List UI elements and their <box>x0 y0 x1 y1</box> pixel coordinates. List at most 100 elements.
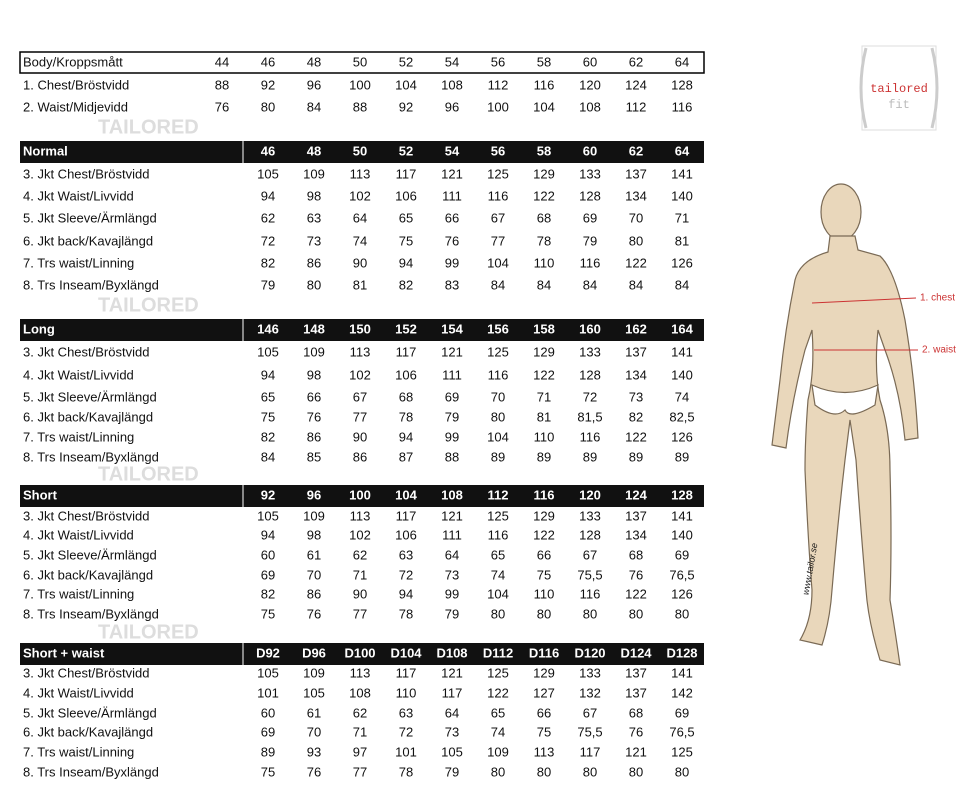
cell: 72 <box>399 724 413 739</box>
column-header: 154 <box>441 321 463 336</box>
body-header-box <box>19 51 705 74</box>
cell: 90 <box>353 429 367 444</box>
cell: 133 <box>579 344 601 359</box>
cell: 108 <box>349 685 371 700</box>
cell: 121 <box>625 744 647 759</box>
column-header: 112 <box>488 487 509 502</box>
cell: 80 <box>537 764 551 779</box>
cell: 112 <box>488 77 509 92</box>
cell: 116 <box>488 188 509 203</box>
cell: 75,5 <box>577 567 602 582</box>
cell: 124 <box>625 77 647 92</box>
column-header: 164 <box>671 321 693 336</box>
cell: 128 <box>671 77 693 92</box>
cell: 75 <box>261 409 275 424</box>
cell: 116 <box>580 586 601 601</box>
column-header: 48 <box>307 143 321 158</box>
cell: 110 <box>534 586 555 601</box>
watermark: TAILORED <box>98 294 199 316</box>
cell: 141 <box>671 166 693 181</box>
cell: 92 <box>261 77 275 92</box>
column-header: 52 <box>399 54 413 69</box>
cell: 140 <box>671 367 693 382</box>
cell: 66 <box>445 210 459 225</box>
cell: 137 <box>625 166 647 181</box>
row-label: 4. Jkt Waist/Livvidd <box>23 527 134 542</box>
column-header: 92 <box>261 487 275 502</box>
row-label: 1. Chest/Bröstvidd <box>23 77 129 92</box>
column-header: 54 <box>445 54 459 69</box>
row-label: 6. Jkt back/Kavajlängd <box>23 724 153 739</box>
row-label: 7. Trs waist/Linning <box>23 586 134 601</box>
column-header: 54 <box>445 143 460 158</box>
cell: 89 <box>583 449 597 464</box>
cell: 79 <box>445 764 459 779</box>
cell: 69 <box>261 724 275 739</box>
cell: 111 <box>442 527 462 542</box>
cell: 86 <box>353 449 367 464</box>
column-header: 60 <box>583 143 597 158</box>
cell: 80 <box>583 606 597 621</box>
row-label: 4. Jkt Waist/Livvidd <box>23 367 134 382</box>
cell: 80 <box>491 606 505 621</box>
cell: 122 <box>533 527 555 542</box>
cell: 75 <box>261 764 275 779</box>
row-label: 8. Trs Inseam/Byxlängd <box>23 764 159 779</box>
cell: 80 <box>675 764 689 779</box>
cell: 69 <box>445 389 459 404</box>
cell: 97 <box>353 744 367 759</box>
cell: 67 <box>583 547 597 562</box>
column-header: 96 <box>307 487 321 502</box>
cell: 113 <box>350 665 371 680</box>
column-header: 44 <box>215 54 229 69</box>
cell: 64 <box>445 705 459 720</box>
cell: 78 <box>399 409 413 424</box>
cell: 79 <box>261 277 275 292</box>
cell: 82 <box>261 255 275 270</box>
cell: 83 <box>445 277 459 292</box>
cell: 71 <box>537 389 551 404</box>
column-header: 50 <box>353 143 367 158</box>
cell: 82 <box>629 409 643 424</box>
column-header: D112 <box>483 645 513 660</box>
cell: 116 <box>488 527 509 542</box>
cell: 75,5 <box>577 724 602 739</box>
cell: 117 <box>580 744 601 759</box>
column-header: 152 <box>395 321 417 336</box>
cell: 64 <box>353 210 367 225</box>
table-title: Body/Kroppsmått <box>23 54 123 69</box>
cell: 71 <box>675 210 689 225</box>
column-header: D92 <box>256 645 280 660</box>
cell: 73 <box>629 389 643 404</box>
cell: 62 <box>261 210 275 225</box>
cell: 109 <box>303 665 325 680</box>
cell: 89 <box>261 744 275 759</box>
cell: 69 <box>675 705 689 720</box>
cell: 125 <box>487 166 509 181</box>
cell: 108 <box>579 99 601 114</box>
cell: 101 <box>395 744 417 759</box>
cell: 96 <box>445 99 459 114</box>
cell: 92 <box>399 99 413 114</box>
cell: 80 <box>583 764 597 779</box>
cell: 111 <box>442 188 462 203</box>
cell: 72 <box>261 233 275 248</box>
cell: 84 <box>491 277 505 292</box>
cell: 113 <box>350 508 371 523</box>
cell: 76,5 <box>669 724 694 739</box>
cell: 63 <box>307 210 321 225</box>
body-silhouette <box>771 235 919 666</box>
cell: 78 <box>399 606 413 621</box>
cell: 116 <box>672 99 693 114</box>
cell: 94 <box>399 586 413 601</box>
chest-line <box>811 297 917 304</box>
cell: 121 <box>441 508 463 523</box>
cell: 74 <box>491 567 505 582</box>
cell: 61 <box>307 705 321 720</box>
cell: 133 <box>579 665 601 680</box>
cell: 70 <box>307 724 321 739</box>
cell: 137 <box>625 508 647 523</box>
cell: 70 <box>629 210 643 225</box>
cell: 76 <box>629 724 643 739</box>
cell: 65 <box>491 547 505 562</box>
